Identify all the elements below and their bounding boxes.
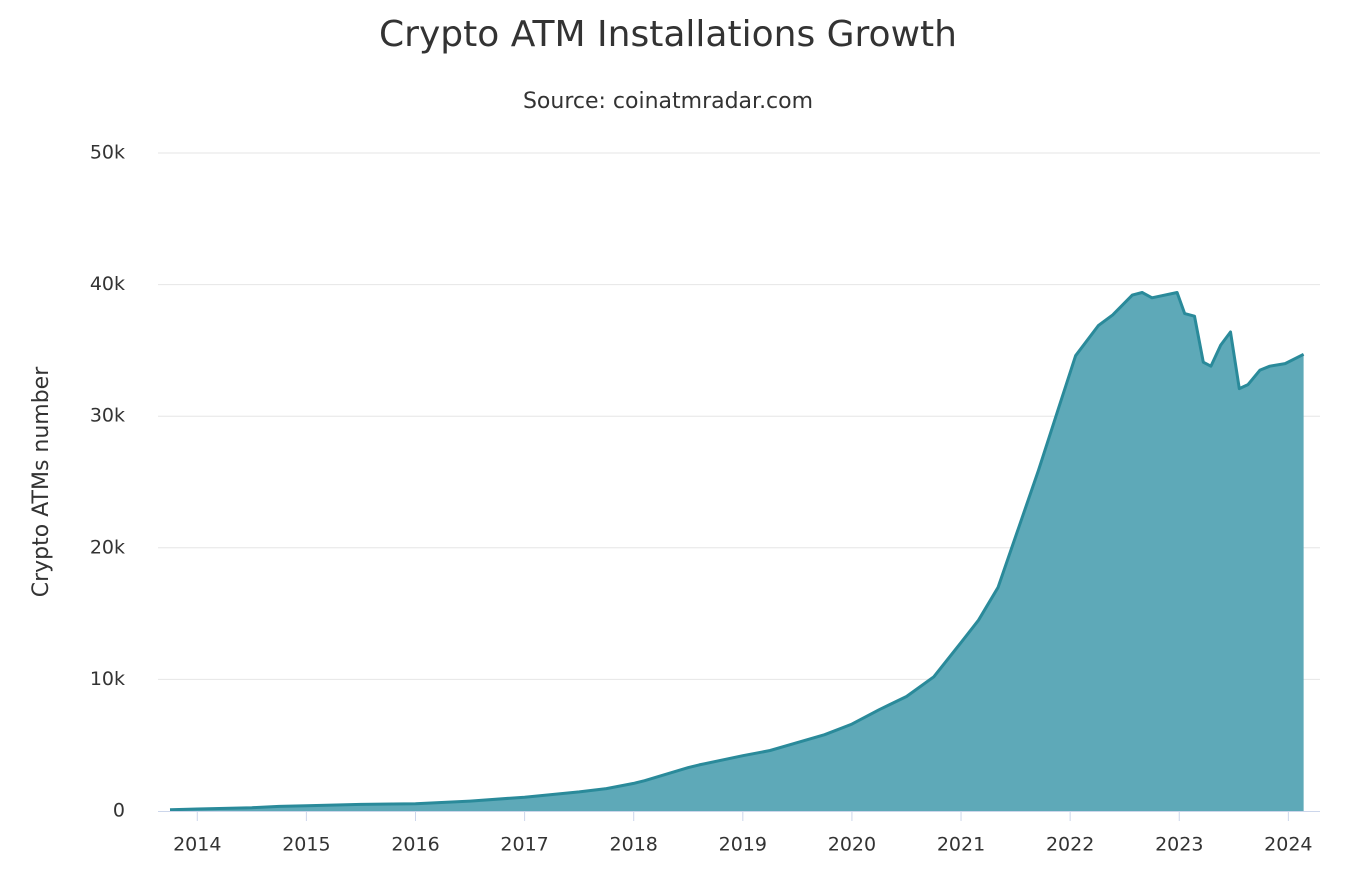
y-tick-label: 20k [90, 536, 125, 558]
y-tick-label: 50k [90, 142, 125, 164]
x-tick-label: 2022 [1046, 834, 1094, 856]
x-tick-label: 2020 [828, 834, 876, 856]
x-tick-label: 2018 [610, 834, 658, 856]
chart-subtitle: Source: coinatmradar.com [523, 89, 813, 114]
line [169, 291, 1305, 812]
x-tick-label: 2019 [719, 834, 767, 856]
area [170, 292, 1304, 811]
x-tick-label: 2017 [500, 834, 548, 856]
x-tick-label: 2015 [282, 834, 330, 856]
x-tick-label: 2016 [391, 834, 439, 856]
y-tick-label: 40k [90, 273, 125, 295]
x-tick-label: 2014 [173, 834, 221, 856]
y-axis-label: Crypto ATMs number [29, 366, 54, 598]
y-tick-label: 10k [90, 668, 125, 690]
y-tick-label: 0 [113, 800, 125, 822]
x-tick-label: 2024 [1264, 834, 1312, 856]
x-tick-label: 2021 [937, 834, 985, 856]
y-tick-label: 30k [90, 405, 125, 427]
x-tick-label: 2023 [1155, 834, 1203, 856]
chart-title: Crypto ATM Installations Growth [379, 14, 957, 55]
